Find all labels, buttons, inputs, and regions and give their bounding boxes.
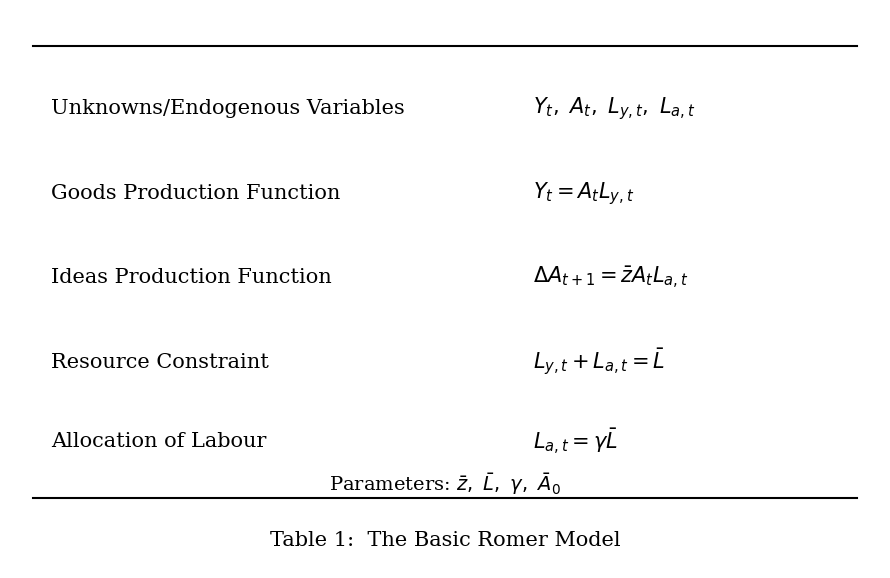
Text: Allocation of Labour: Allocation of Labour	[51, 432, 266, 451]
Text: $L_{y,t} + L_{a,t} = \bar{L}$: $L_{y,t} + L_{a,t} = \bar{L}$	[532, 347, 665, 378]
Text: Goods Production Function: Goods Production Function	[51, 184, 340, 203]
Text: Table 1:  The Basic Romer Model: Table 1: The Basic Romer Model	[270, 531, 620, 550]
Text: $Y_t = A_t L_{y,t}$: $Y_t = A_t L_{y,t}$	[532, 180, 634, 206]
Text: $\Delta A_{t+1} = \bar{z} A_t L_{a,t}$: $\Delta A_{t+1} = \bar{z} A_t L_{a,t}$	[532, 265, 688, 291]
Text: Unknowns/Endogenous Variables: Unknowns/Endogenous Variables	[51, 99, 404, 118]
Text: Parameters: $\bar{z},\ \bar{L},\ \gamma,\ \bar{A}_0$: Parameters: $\bar{z},\ \bar{L},\ \gamma,…	[329, 470, 561, 497]
Text: $L_{a,t} = \gamma \bar{L}$: $L_{a,t} = \gamma \bar{L}$	[532, 426, 618, 457]
Text: Ideas Production Function: Ideas Production Function	[51, 268, 331, 287]
Text: Resource Constraint: Resource Constraint	[51, 353, 269, 372]
Text: $Y_t,\ A_t,\ L_{y,t},\ L_{a,t}$: $Y_t,\ A_t,\ L_{y,t},\ L_{a,t}$	[532, 95, 695, 122]
